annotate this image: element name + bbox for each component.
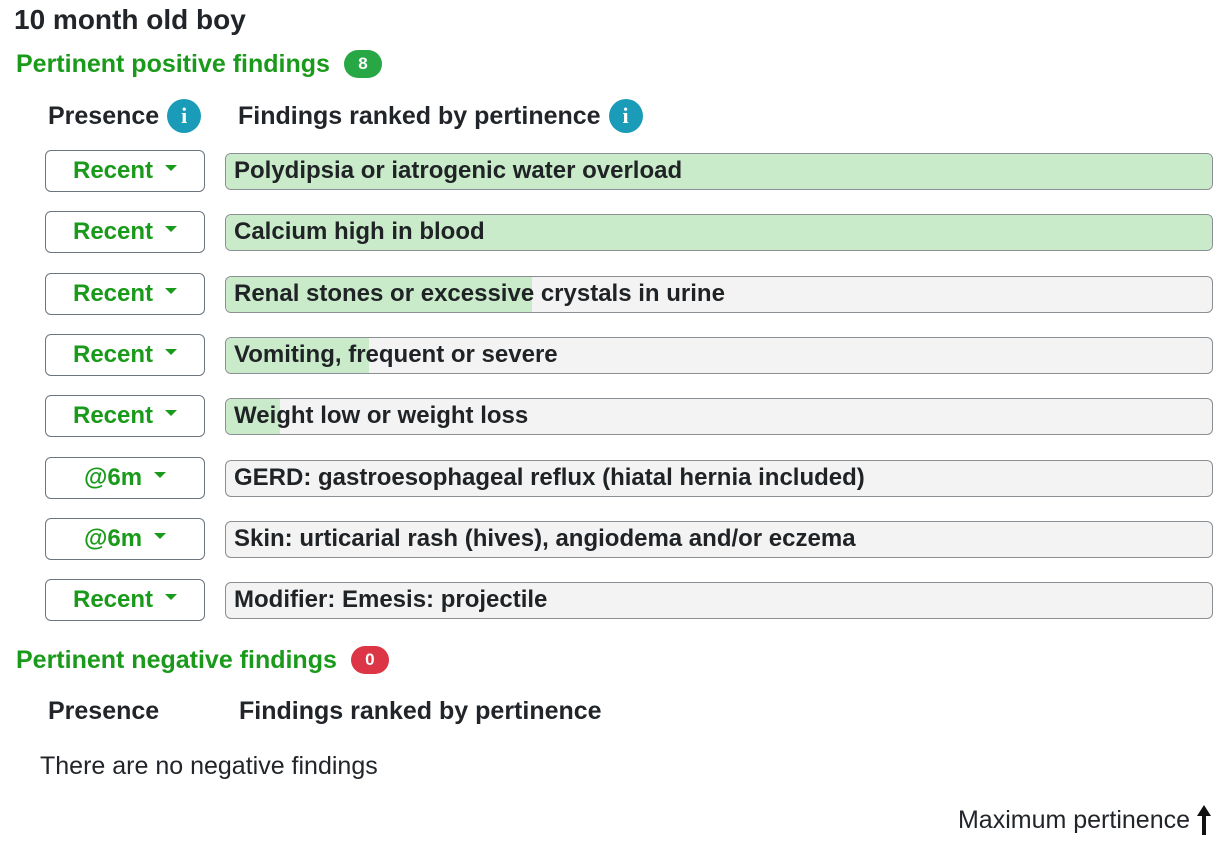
finding-row: Recent Renal stones or excessive crystals… xyxy=(45,273,1214,317)
caret-down-icon xyxy=(165,288,178,294)
finding-label: Modifier: Emesis: projectile xyxy=(234,586,548,613)
presence-dropdown-label: Recent xyxy=(72,402,154,429)
pertinence-fill xyxy=(226,277,532,312)
presence-dropdown[interactable]: @6m xyxy=(45,457,205,499)
finding-label: Calcium high in blood xyxy=(234,218,485,245)
presence-dropdown-label: @6m xyxy=(83,525,143,552)
negative-findings-title: Pertinent negative findings xyxy=(16,646,337,674)
arrow-up-icon xyxy=(1196,804,1212,836)
finding-pertinence-bar[interactable]: Modifier: Emesis: projectile xyxy=(225,582,1213,619)
finding-label: Renal stones or excessive crystals in ur… xyxy=(234,280,725,307)
caret-down-icon xyxy=(154,533,167,539)
presence-dropdown-label: Recent xyxy=(72,218,154,245)
presence-dropdown-label: Recent xyxy=(72,341,154,368)
max-pertinence-legend: Maximum pertinence xyxy=(958,802,1212,838)
findings-header-label: Findings ranked by pertinence xyxy=(239,697,602,725)
finding-row: Recent Polydipsia or iatrogenic water ove… xyxy=(45,150,1214,194)
finding-row: Recent Calcium high in blood xyxy=(45,211,1214,255)
pertinence-fill xyxy=(226,338,369,373)
info-icon[interactable]: i xyxy=(167,99,202,133)
caret-down-icon xyxy=(165,410,178,416)
pertinence-fill xyxy=(226,399,281,434)
presence-dropdown-label: Recent xyxy=(72,586,154,613)
finding-row: @6m Skin: urticarial rash (hives), angiod… xyxy=(45,518,1214,562)
presence-dropdown-label: Recent xyxy=(72,157,154,184)
presence-dropdown[interactable]: Recent xyxy=(45,211,205,253)
negative-presence-header: Presence xyxy=(48,695,159,727)
finding-row: Recent Modifier: Emesis: projectile xyxy=(45,579,1214,623)
patient-title: 10 month old boy xyxy=(14,4,246,35)
finding-label: Weight low or weight loss xyxy=(234,402,529,429)
pertinence-fill xyxy=(226,154,1212,189)
presence-dropdown[interactable]: @6m xyxy=(45,518,205,560)
negative-count-badge: 0 xyxy=(350,646,389,674)
caret-down-icon xyxy=(165,594,178,600)
finding-row: Recent Vomiting, frequent or severe xyxy=(45,334,1214,378)
finding-label: Vomiting, frequent or severe xyxy=(234,341,558,368)
findings-header-label: Findings ranked by pertinence xyxy=(238,102,601,130)
positive-findings-title: Pertinent positive findings xyxy=(16,50,330,78)
caret-down-icon xyxy=(165,349,178,355)
presence-dropdown-label: @6m xyxy=(83,464,143,491)
finding-pertinence-bar[interactable]: Renal stones or excessive crystals in ur… xyxy=(225,276,1213,313)
presence-dropdown[interactable]: Recent xyxy=(45,579,205,621)
negative-findings-heading: Pertinent negative findings 0 xyxy=(16,644,389,676)
caret-down-icon xyxy=(154,472,167,478)
presence-dropdown[interactable]: Recent xyxy=(45,150,205,192)
presence-dropdown[interactable]: Recent xyxy=(45,334,205,376)
finding-row: Recent Weight low or weight loss xyxy=(45,395,1214,439)
info-icon[interactable]: i xyxy=(608,99,643,133)
presence-header-label: Presence xyxy=(48,102,160,130)
finding-pertinence-bar[interactable]: Weight low or weight loss xyxy=(225,398,1213,435)
finding-label: GERD: gastroesophageal reflux (hiatal he… xyxy=(234,464,865,491)
caret-down-icon xyxy=(165,165,178,171)
pertinence-fill xyxy=(226,215,1212,250)
presence-dropdown-label: Recent xyxy=(72,280,154,307)
finding-pertinence-bar[interactable]: Calcium high in blood xyxy=(225,214,1213,251)
finding-label: Polydipsia or iatrogenic water overload xyxy=(234,157,683,184)
finding-pertinence-bar[interactable]: Vomiting, frequent or severe xyxy=(225,337,1213,374)
presence-dropdown[interactable]: Recent xyxy=(45,395,205,437)
negative-findings-header: Findings ranked by pertinence xyxy=(239,695,602,727)
finding-pertinence-bar[interactable]: GERD: gastroesophageal reflux (hiatal he… xyxy=(225,460,1213,497)
presence-dropdown[interactable]: Recent xyxy=(45,273,205,315)
positive-presence-header: Presence i xyxy=(48,99,202,133)
positive-findings-header: Findings ranked by pertinence i xyxy=(238,99,643,133)
presence-header-label: Presence xyxy=(48,697,160,725)
finding-row: @6m GERD: gastroesophageal reflux (hiatal… xyxy=(45,457,1214,501)
no-negative-findings-text: There are no negative findings xyxy=(40,752,378,780)
finding-pertinence-bar[interactable]: Polydipsia or iatrogenic water overload xyxy=(225,153,1213,190)
finding-pertinence-bar[interactable]: Skin: urticarial rash (hives), angiodema… xyxy=(225,521,1213,558)
max-pertinence-label: Maximum pertinence xyxy=(957,806,1190,834)
finding-label: Skin: urticarial rash (hives), angiodema… xyxy=(234,525,856,552)
positive-findings-heading: Pertinent positive findings 8 xyxy=(16,48,382,80)
caret-down-icon xyxy=(165,226,178,232)
positive-count-badge: 8 xyxy=(343,50,382,78)
